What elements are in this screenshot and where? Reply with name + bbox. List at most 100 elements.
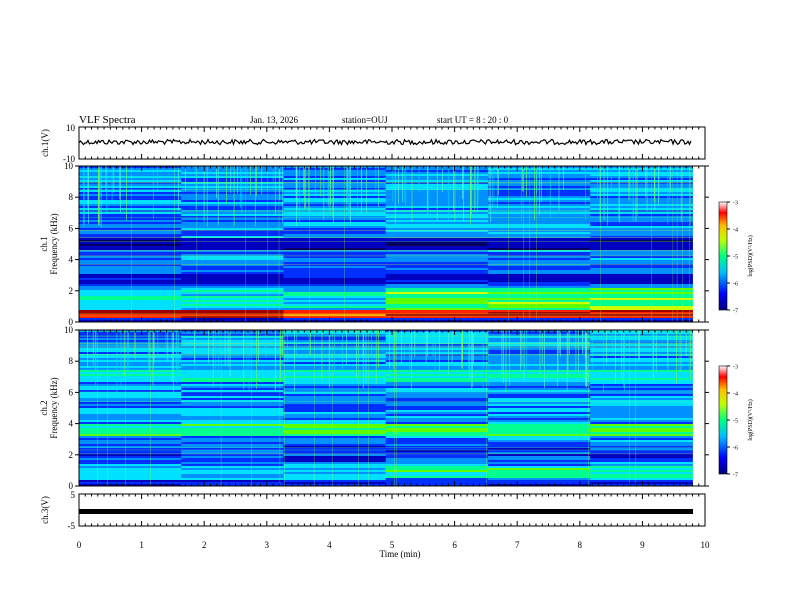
ch1-spec-cell — [385, 278, 489, 281]
ch2-spec-cell — [488, 396, 591, 399]
ch1-spec-cell — [488, 238, 591, 241]
ch1-waveform-line — [78, 138, 692, 147]
ch1-spec-cell — [590, 300, 693, 303]
ch1-spec-cell — [385, 238, 489, 241]
ch1-spec-cell — [590, 222, 693, 225]
ch2-spec-cell — [590, 408, 693, 411]
ch2-spec-cell — [590, 348, 693, 351]
ch1-colorbar-tick-label: -6 — [733, 282, 738, 288]
ch1-spec-cell — [590, 202, 693, 205]
ch2-spec-cell — [283, 464, 387, 467]
ch2-spec-cell — [590, 390, 693, 393]
ch2-spec-cell — [385, 380, 489, 383]
ch2-spec-cell — [590, 384, 693, 387]
ch1-spec-cell — [590, 274, 693, 277]
ch1-spec-cell — [79, 178, 182, 181]
ch2-spec-cell — [181, 360, 284, 363]
ch1-spec-cell — [283, 190, 387, 193]
ch2-spec-cell — [590, 360, 693, 363]
ch1-spec-cell — [283, 242, 387, 245]
ch2-spec-cell — [181, 452, 284, 455]
ch2-spec-cell — [79, 410, 182, 413]
ch2-spec-cell — [79, 426, 182, 429]
ch1-spec-cell — [181, 286, 284, 289]
ch2-spec-cell — [283, 382, 387, 385]
ch2-spec-cell — [79, 360, 182, 363]
ch1-spec-cell — [79, 282, 182, 285]
ch2-spec-cell — [283, 484, 387, 487]
x-tick-label: 7 — [515, 540, 520, 550]
ch2-spec-cell — [385, 378, 489, 381]
ch1-spec-cell — [283, 254, 387, 257]
ch1-spec-cell — [488, 286, 591, 289]
ch1-spec-cell — [283, 222, 387, 225]
ch2-spec-cell — [181, 376, 284, 379]
ch2-spec-cell — [590, 418, 693, 421]
ch2-spec-cell — [590, 432, 693, 435]
ch2-spec-cell — [181, 364, 284, 367]
ch2-spec-cell — [590, 462, 693, 465]
header-date: Jan. 13, 2026 — [250, 115, 298, 125]
ch1-spec-cell — [181, 242, 284, 245]
ch2-spec-cell — [79, 472, 182, 475]
ch2-spec-cell — [283, 422, 387, 425]
ch1-spec-cell — [385, 300, 489, 303]
ch1-spec-cell — [283, 314, 387, 317]
ch1-spec-cell — [590, 236, 693, 239]
ch2-spec-cell — [590, 392, 693, 395]
ch1-spec-cell — [590, 248, 693, 251]
ch2-spec-cell — [79, 482, 182, 485]
ch1-spec-cell — [181, 188, 284, 191]
ch2-spec-ylabel: ch.2 — [39, 400, 49, 415]
ch2-spec-cell — [488, 408, 591, 411]
x-tick-label: 5 — [390, 540, 395, 550]
ch1-spec-cell — [181, 208, 284, 211]
ch2-spec-cell — [488, 378, 591, 381]
ch2-spec-cell — [488, 448, 591, 451]
ch2-spec-cell — [590, 416, 693, 419]
ch1-spec-cell — [181, 246, 284, 249]
ch1-spec-cell — [283, 194, 387, 197]
ch2-spec-cell — [181, 348, 284, 351]
ch1-spec-cell — [79, 238, 182, 241]
ch1-spec-cell — [181, 180, 284, 183]
ch2-spec-cell — [79, 340, 182, 343]
ch2-spec-cell — [488, 482, 591, 485]
ch1-spec-cell — [283, 316, 387, 319]
ch2-spec-cell — [385, 406, 489, 409]
ch2-spec-cell — [181, 414, 284, 417]
ch1-spec-cell — [181, 284, 284, 287]
ch1-spec-cell — [385, 286, 489, 289]
ch2-spec-cell — [79, 418, 182, 421]
ch1-spec-cell — [488, 218, 591, 221]
ch1-spec-cell — [590, 230, 693, 233]
ch1-spec-cell — [283, 236, 387, 239]
ch1-spec-cell — [590, 308, 693, 311]
ch1-spec-cell — [590, 318, 693, 321]
ch1-spec-cell — [590, 296, 693, 299]
ch1-spec-cell — [590, 180, 693, 183]
ch2-spec-cell — [181, 478, 284, 481]
ch1-spec-cell — [590, 320, 693, 323]
ch1-spec-cell — [488, 310, 591, 313]
ch2-spec-cell — [385, 478, 489, 481]
ch2-spec-cell — [385, 428, 489, 431]
ch2-spec-cell — [79, 434, 182, 437]
ch2-spec-cell — [181, 358, 284, 361]
ch2-spec-cell — [385, 342, 489, 345]
ch2-spec-cell — [181, 334, 284, 337]
ch2-spec-cell — [385, 364, 489, 367]
ch1-spec-cell — [590, 184, 693, 187]
ch3-ylabel: ch.3(V) — [40, 496, 50, 524]
ch1-spec-cell — [385, 284, 489, 287]
ch1-colorbar — [718, 201, 728, 311]
ch1-spec-cell — [79, 276, 182, 279]
ch2-spec-cell — [590, 426, 693, 429]
ch2-spec-cell — [181, 404, 284, 407]
ch2-spec-cell — [79, 466, 182, 469]
ch1-spec-cell — [590, 280, 693, 283]
ch2-spec-cell — [283, 420, 387, 423]
ch2-spec-cell — [385, 432, 489, 435]
ch2-spec-cell — [590, 404, 693, 407]
ch2-spec-cell — [488, 382, 591, 385]
